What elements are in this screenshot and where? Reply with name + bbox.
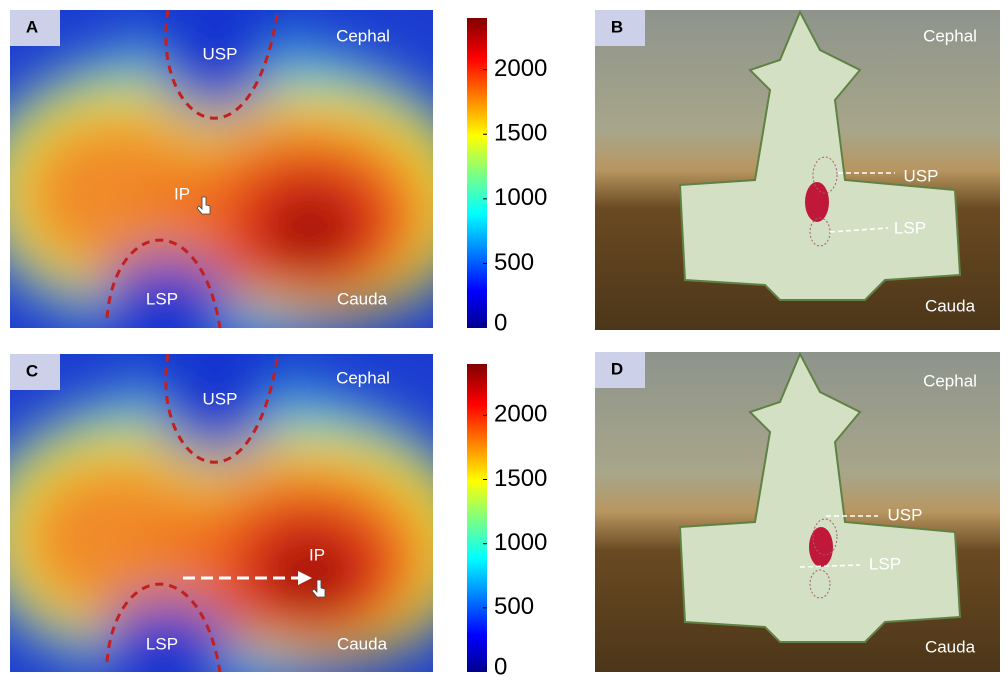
colorbar bbox=[467, 18, 487, 328]
annotation: USP bbox=[203, 44, 238, 63]
tick-label: 0 bbox=[494, 653, 507, 675]
heat-field bbox=[0, 289, 480, 675]
annotation: Cephal bbox=[336, 368, 390, 387]
annotation: LSP bbox=[894, 218, 926, 237]
annotation: USP bbox=[888, 505, 923, 524]
tick-label: 1000 bbox=[494, 529, 547, 556]
tick-label: 2000 bbox=[494, 55, 547, 82]
annotation: Cauda bbox=[925, 296, 976, 315]
tick-label: 500 bbox=[494, 249, 534, 276]
renders bbox=[595, 10, 1000, 672]
annotation: USP bbox=[904, 166, 939, 185]
tick-label: 1500 bbox=[494, 120, 547, 147]
panel-label: D bbox=[611, 359, 623, 378]
panel-label: B bbox=[611, 17, 623, 36]
heatmap bbox=[0, 0, 480, 365]
heat-blob bbox=[265, 190, 355, 270]
annotation: Cephal bbox=[923, 371, 977, 390]
annotation: Cephal bbox=[923, 26, 977, 45]
tick-label: 2000 bbox=[494, 401, 547, 428]
tick-label: 0 bbox=[494, 309, 507, 336]
panel-label: C bbox=[26, 361, 38, 380]
tick-label: 1500 bbox=[494, 465, 547, 492]
heatmap bbox=[0, 289, 480, 675]
annotation: IP bbox=[174, 184, 190, 203]
tick-label: 500 bbox=[494, 593, 534, 620]
annotation: Cauda bbox=[337, 289, 388, 308]
annotation: LSP bbox=[869, 554, 901, 573]
annotation: IP bbox=[309, 545, 325, 564]
annotation: USP bbox=[203, 389, 238, 408]
colorbar bbox=[467, 364, 487, 672]
annotation: Cephal bbox=[336, 26, 390, 45]
annotation: Cauda bbox=[925, 637, 976, 656]
panel-label: A bbox=[26, 17, 38, 36]
heat-blob bbox=[95, 255, 235, 365]
red-region bbox=[809, 527, 833, 567]
annotation: LSP bbox=[146, 634, 178, 653]
annotation: LSP bbox=[146, 289, 178, 308]
annotation: Cauda bbox=[337, 634, 388, 653]
tick-label: 1000 bbox=[494, 184, 547, 211]
figure: A Cephal USP IP LSP Cauda B Cephal USP LSP Cauda C C… bbox=[0, 0, 1008, 675]
